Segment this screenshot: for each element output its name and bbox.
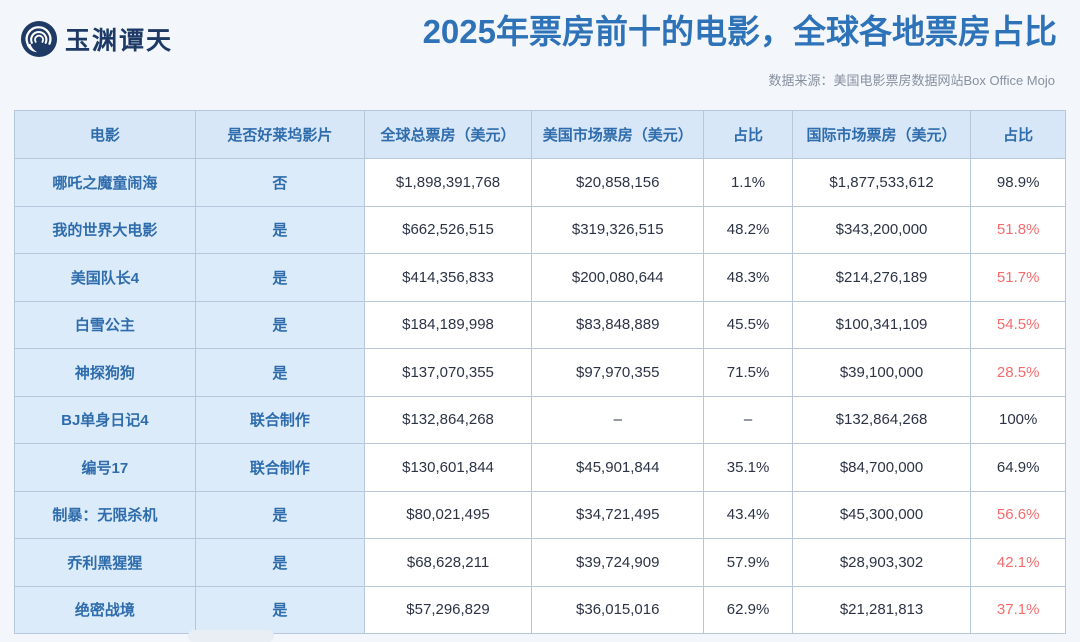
cell-us_pct: 57.9% [703, 538, 793, 587]
cell-us: $83,848,889 [531, 300, 705, 349]
table-header-row: 电影 是否好莱坞影片 全球总票房（美元） 美国市场票房（美元） 占比 国际市场票房（美元）… [14, 110, 1066, 159]
table-row: 编号17 联合制作 $130,601,844 $45,901,844 35.1% $84,… [14, 443, 1066, 492]
cell-us_pct: 71.5% [703, 348, 793, 397]
yuyuan-tantian-logo-icon [20, 20, 58, 58]
cell-us_pct: – [703, 395, 793, 444]
cell-hollywood: 是 [194, 538, 365, 587]
cell-intl_pct: 98.9% [970, 158, 1066, 207]
cell-hollywood: 联合制作 [194, 395, 365, 444]
cell-intl_pct: 51.7% [970, 253, 1066, 302]
cell-intl_pct: 42.1% [970, 538, 1066, 587]
cell-global: $662,526,515 [363, 205, 533, 254]
table-row: 制暴：无限杀机是 $80,021,495 $34,721,495 43.4% $45,3… [14, 490, 1066, 539]
cell-hollywood: 是 [194, 585, 365, 634]
cell-intl: $100,341,109 [791, 300, 972, 349]
cell-global: $132,864,268 [363, 395, 533, 444]
cell-hollywood: 联合制作 [194, 443, 365, 492]
table-row: 哪吒之魔童闹海否 $1,898,391,768 $20,858,156 1.1% $1,… [14, 158, 1066, 207]
cell-movie: 乔利黑猩猩 [14, 538, 196, 587]
cell-movie: 哪吒之魔童闹海 [14, 158, 196, 207]
column-header-global: 全球总票房（美元） [363, 110, 533, 159]
column-header-us_pct: 占比 [703, 110, 793, 159]
cell-us_pct: 48.3% [703, 253, 793, 302]
cell-us: $34,721,495 [531, 490, 705, 539]
cell-intl_pct: 64.9% [970, 443, 1066, 492]
cell-intl: $45,300,000 [791, 490, 972, 539]
cell-movie: 绝密战境 [14, 585, 196, 634]
cell-global: $57,296,829 [363, 585, 533, 634]
cell-us_pct: 43.4% [703, 490, 793, 539]
cell-us: $200,080,644 [531, 253, 705, 302]
cell-hollywood: 是 [194, 490, 365, 539]
cell-us: $39,724,909 [531, 538, 705, 587]
cell-hollywood: 是 [194, 300, 365, 349]
cell-intl: $1,877,533,612 [791, 158, 972, 207]
table-row: 我的世界大电影是 $662,526,515 $319,326,515 48.2% $34… [14, 205, 1066, 254]
cell-intl_pct: 100% [970, 395, 1066, 444]
cell-intl: $214,276,189 [791, 253, 972, 302]
cell-intl: $84,700,000 [791, 443, 972, 492]
cell-intl: $28,903,302 [791, 538, 972, 587]
cell-us_pct: 62.9% [703, 585, 793, 634]
cell-movie: 制暴：无限杀机 [14, 490, 196, 539]
cell-us: $36,015,016 [531, 585, 705, 634]
cell-us_pct: 1.1% [703, 158, 793, 207]
box-office-table: 电影 是否好莱坞影片 全球总票房（美元） 美国市场票房（美元） 占比 国际市场票房（美元）… [14, 110, 1066, 634]
table-row: 白雪公主是 $184,189,998 $83,848,889 45.5% $100,34… [14, 300, 1066, 349]
cell-intl: $21,281,813 [791, 585, 972, 634]
cell-intl: $132,864,268 [791, 395, 972, 444]
cell-movie: 编号17 [14, 443, 196, 492]
top-header: 玉渊谭天 2025年票房前十的电影，全球各地票房占比 数据来源：美国电影票房数据… [0, 0, 1080, 100]
cell-hollywood: 是 [194, 205, 365, 254]
cell-movie: 美国队长4 [14, 253, 196, 302]
cell-intl: $343,200,000 [791, 205, 972, 254]
column-header-hollywood: 是否好莱坞影片 [194, 110, 365, 159]
cell-intl_pct: 28.5% [970, 348, 1066, 397]
cell-intl_pct: 56.6% [970, 490, 1066, 539]
column-header-us: 美国市场票房（美元） [531, 110, 705, 159]
cell-us_pct: 45.5% [703, 300, 793, 349]
cell-us_pct: 35.1% [703, 443, 793, 492]
cell-movie: 神探狗狗 [14, 348, 196, 397]
table-row: 绝密战境是 $57,296,829 $36,015,016 62.9% $21,281,… [14, 585, 1066, 634]
cell-us: – [531, 395, 705, 444]
cell-intl_pct: 51.8% [970, 205, 1066, 254]
column-header-movie: 电影 [14, 110, 196, 159]
page-title: 2025年票房前十的电影，全球各地票房占比 [422, 13, 1057, 50]
cell-hollywood: 是 [194, 348, 365, 397]
partial-bottom-element [188, 630, 274, 642]
cell-us: $319,326,515 [531, 205, 705, 254]
cell-us: $45,901,844 [531, 443, 705, 492]
table-row: 乔利黑猩猩是 $68,628,211 $39,724,909 57.9% $28,903… [14, 538, 1066, 587]
cell-global: $1,898,391,768 [363, 158, 533, 207]
cell-global: $68,628,211 [363, 538, 533, 587]
cell-global: $80,021,495 [363, 490, 533, 539]
cell-global: $137,070,355 [363, 348, 533, 397]
table-row: BJ单身日记4 联合制作 $132,864,268– – $132,864,268 100… [14, 395, 1066, 444]
cell-global: $130,601,844 [363, 443, 533, 492]
cell-us: $97,970,355 [531, 348, 705, 397]
cell-global: $184,189,998 [363, 300, 533, 349]
table-row: 神探狗狗是 $137,070,355 $97,970,355 71.5% $39,100… [14, 348, 1066, 397]
cell-intl: $39,100,000 [791, 348, 972, 397]
logo-text: 玉渊谭天 [65, 26, 174, 55]
cell-intl_pct: 54.5% [970, 300, 1066, 349]
column-header-intl_pct: 占比 [970, 110, 1066, 159]
logo: 玉渊谭天 [20, 20, 173, 58]
cell-movie: 我的世界大电影 [14, 205, 196, 254]
cell-global: $414,356,833 [363, 253, 533, 302]
column-header-intl: 国际市场票房（美元） [791, 110, 972, 159]
cell-us: $20,858,156 [531, 158, 705, 207]
cell-movie: BJ单身日记4 [14, 395, 196, 444]
cell-us_pct: 48.2% [703, 205, 793, 254]
cell-movie: 白雪公主 [14, 300, 196, 349]
data-source-note: 数据来源：美国电影票房数据网站Box Office Mojo [768, 73, 1055, 88]
cell-hollywood: 是 [194, 253, 365, 302]
cell-intl_pct: 37.1% [970, 585, 1066, 634]
cell-hollywood: 否 [194, 158, 365, 207]
table-row: 美国队长4 是 $414,356,833 $200,080,644 48.3% $214,… [14, 253, 1066, 302]
